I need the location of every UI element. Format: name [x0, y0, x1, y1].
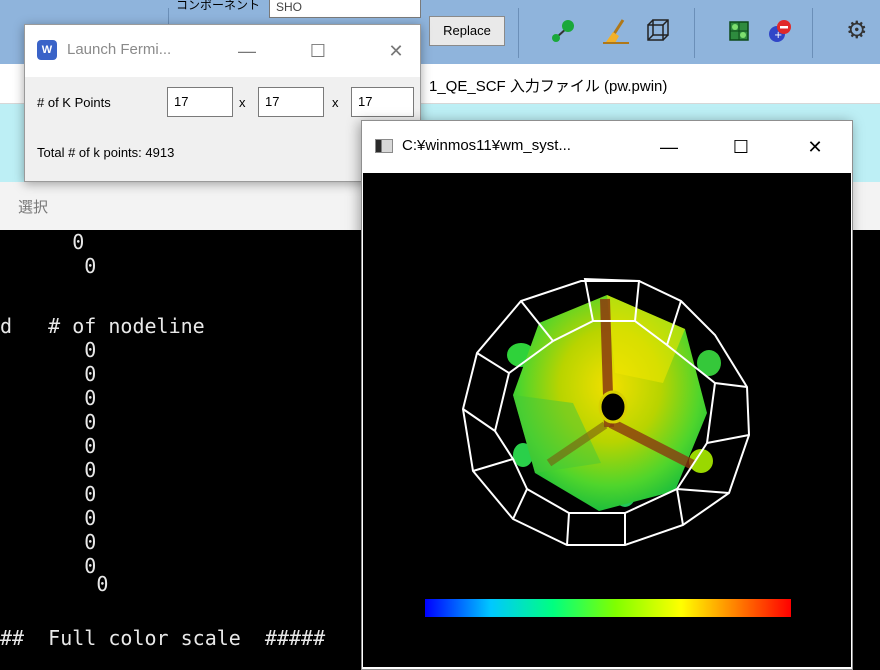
close-button[interactable]: ✕ [807, 137, 823, 157]
viewer-titlebar[interactable] [362, 121, 852, 173]
fermi-pocket [697, 350, 721, 376]
console-line: 0 [0, 362, 97, 386]
broom-icon[interactable] [601, 16, 631, 46]
toolbar-separator [812, 8, 813, 58]
gear-icon[interactable]: ⚙ [846, 17, 868, 44]
fermi-pocket [513, 443, 533, 467]
cube-outline-icon[interactable] [643, 16, 673, 46]
times-label: x [332, 95, 339, 110]
fermi-surface-canvas[interactable] [363, 173, 851, 667]
toolbar-separator [518, 8, 519, 58]
kz-input[interactable]: 17 [351, 87, 414, 117]
total-kpoints-label: Total # of k points: 4913 [37, 145, 175, 160]
console-line: ## Full color scale ##### [0, 626, 326, 650]
ky-input[interactable]: 17 [258, 87, 324, 117]
toolbar-separator [694, 8, 695, 58]
atom-add-icon[interactable] [548, 16, 578, 46]
console-line: 0 [0, 530, 97, 554]
times-label: x [239, 95, 246, 110]
brillouin-zone-wireframe [461, 277, 751, 546]
atom-remove-icon[interactable]: + [765, 16, 795, 46]
console-line: 0 [0, 230, 85, 254]
fermi-surface-render[interactable] [363, 173, 851, 667]
toolbar-partial-text [4, 12, 21, 28]
console-line: 0 [0, 410, 97, 434]
surface-band [546, 421, 608, 467]
minimize-button[interactable]: — [238, 41, 256, 61]
maximize-button[interactable]: ☐ [732, 137, 750, 157]
wm-app-icon: W [37, 40, 57, 60]
kpoints-label: # of K Points [37, 95, 111, 110]
console-line: 0 [0, 458, 97, 482]
console-line: 0 [0, 434, 97, 458]
console-line: 0 [0, 554, 97, 578]
main-window-title: 1_QE_SCF 入力ファイル (pw.pwin) [429, 78, 668, 95]
dialog-title: Launch Fermi... [67, 41, 172, 58]
fermi-surface-facet [607, 295, 685, 383]
toolbar-search-input[interactable]: SHO [269, 0, 421, 18]
crystal-icon[interactable] [724, 16, 754, 46]
svg-text:+: + [774, 30, 782, 41]
console-line: 0 [0, 386, 97, 410]
minimize-button[interactable]: — [660, 137, 678, 157]
surface-hole [598, 390, 628, 424]
console-line: 0 [0, 254, 97, 278]
console-line: d # of nodeline [0, 314, 205, 338]
fermi-pocket [689, 449, 713, 473]
console-line: 0 [0, 572, 109, 596]
kx-input[interactable]: 17 [167, 87, 233, 117]
viewer-title: C:¥winmos11¥wm_syst... [402, 137, 571, 154]
color-scale-bar [425, 599, 791, 617]
console-line: 0 [0, 506, 97, 530]
fermi-surface-viewer-window: C:¥winmos11¥wm_syst... — ☐ ✕ [361, 120, 853, 670]
console-line: 0 [0, 482, 97, 506]
toolbar-component-label: コンポーネント [176, 0, 261, 12]
console-app-icon [375, 139, 393, 153]
close-button[interactable]: ✕ [388, 41, 404, 61]
surface-band [608, 418, 696, 470]
select-label: 選択 [18, 199, 49, 216]
fermi-surface-facet [513, 395, 601, 473]
console-line: 0 [0, 338, 97, 362]
launch-fermi-dialog: W Launch Fermi... — ☐ ✕ # of K Points 17… [24, 24, 421, 182]
maximize-button[interactable]: ☐ [309, 41, 327, 61]
dialog-titlebar[interactable] [25, 25, 420, 77]
replace-button[interactable]: Replace [429, 16, 505, 46]
